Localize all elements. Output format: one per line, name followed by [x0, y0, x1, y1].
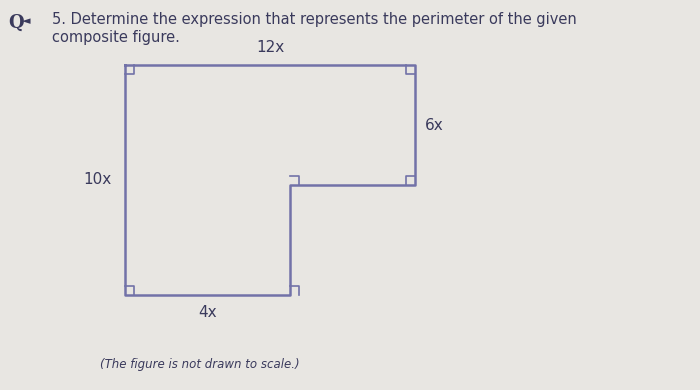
Text: 10x: 10x — [84, 172, 112, 188]
Text: composite figure.: composite figure. — [52, 30, 180, 45]
Text: 12x: 12x — [256, 40, 284, 55]
Text: 6x: 6x — [425, 117, 444, 133]
Text: (The figure is not drawn to scale.): (The figure is not drawn to scale.) — [100, 358, 300, 371]
Text: Q: Q — [8, 14, 24, 32]
Text: ◄: ◄ — [22, 16, 31, 26]
Text: 5. Determine the expression that represents the perimeter of the given: 5. Determine the expression that represe… — [52, 12, 577, 27]
Text: 4x: 4x — [198, 305, 217, 320]
